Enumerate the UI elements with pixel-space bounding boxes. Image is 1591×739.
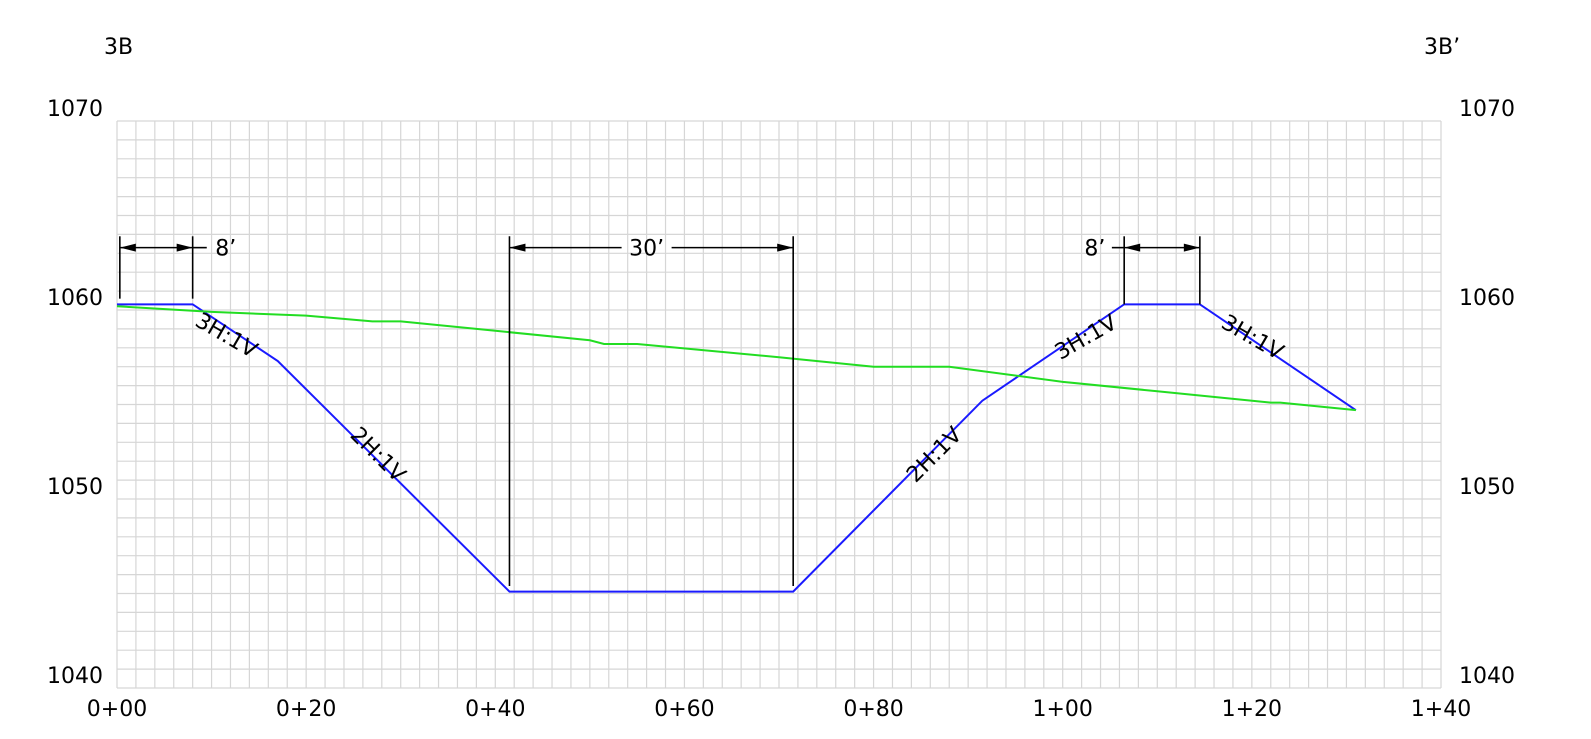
design-profile-line xyxy=(117,303,1357,593)
existing-ground-line xyxy=(116,305,1356,412)
section-label-left: 3B xyxy=(104,35,133,60)
dimension-arrowhead xyxy=(119,243,136,252)
station-tick-label: 0+40 xyxy=(465,697,525,722)
station-tick-label: 0+00 xyxy=(87,697,147,722)
elevation-tick-label-right: 1040 xyxy=(1459,664,1515,689)
dimension: 8’ xyxy=(119,236,236,299)
elevation-tick-label-left: 1060 xyxy=(47,286,103,311)
dimension-arrowhead xyxy=(1183,243,1200,252)
dimension-label: 30’ xyxy=(629,237,664,262)
station-tick-label: 1+40 xyxy=(1411,697,1471,722)
station-tick-label: 0+80 xyxy=(843,697,903,722)
dimension: 8’ xyxy=(1084,236,1201,305)
grid xyxy=(116,120,1442,689)
station-tick-label: 1+20 xyxy=(1222,697,1282,722)
slope-label: 3H:1V xyxy=(191,308,262,363)
elevation-tick-label-left: 1070 xyxy=(47,97,103,122)
station-tick-label: 0+20 xyxy=(276,697,336,722)
dimension-arrowhead xyxy=(1124,243,1141,252)
profile-lines xyxy=(116,303,1357,593)
dimension: 30’ xyxy=(508,236,794,586)
elevation-tick-label-left: 1050 xyxy=(47,475,103,500)
dimension-arrowhead xyxy=(777,243,794,252)
dimension-annotations: 8’ 30’ 8’ xyxy=(119,236,1201,586)
dimension-label: 8’ xyxy=(1084,237,1105,262)
station-tick-label: 0+60 xyxy=(654,697,714,722)
dimension-label: 8’ xyxy=(215,237,236,262)
station-axis: 0+00 0+20 0+40 0+60 0+80 1+00 1+20 1+40 xyxy=(87,697,1471,722)
section-label-right: 3B’ xyxy=(1424,35,1460,60)
slope-label: 3H:1V xyxy=(1051,310,1122,365)
dimension-arrowhead xyxy=(176,243,193,252)
elevation-tick-label-left: 1040 xyxy=(47,664,103,689)
elevation-axis: 1040 1040 1050 1050 1060 1060 1070 1070 xyxy=(47,97,1515,689)
elevation-tick-label-right: 1060 xyxy=(1459,286,1515,311)
elevation-tick-label-right: 1050 xyxy=(1459,475,1515,500)
dimension-arrowhead xyxy=(509,243,526,252)
elevation-tick-label-right: 1070 xyxy=(1459,97,1515,122)
station-tick-label: 1+00 xyxy=(1032,697,1092,722)
